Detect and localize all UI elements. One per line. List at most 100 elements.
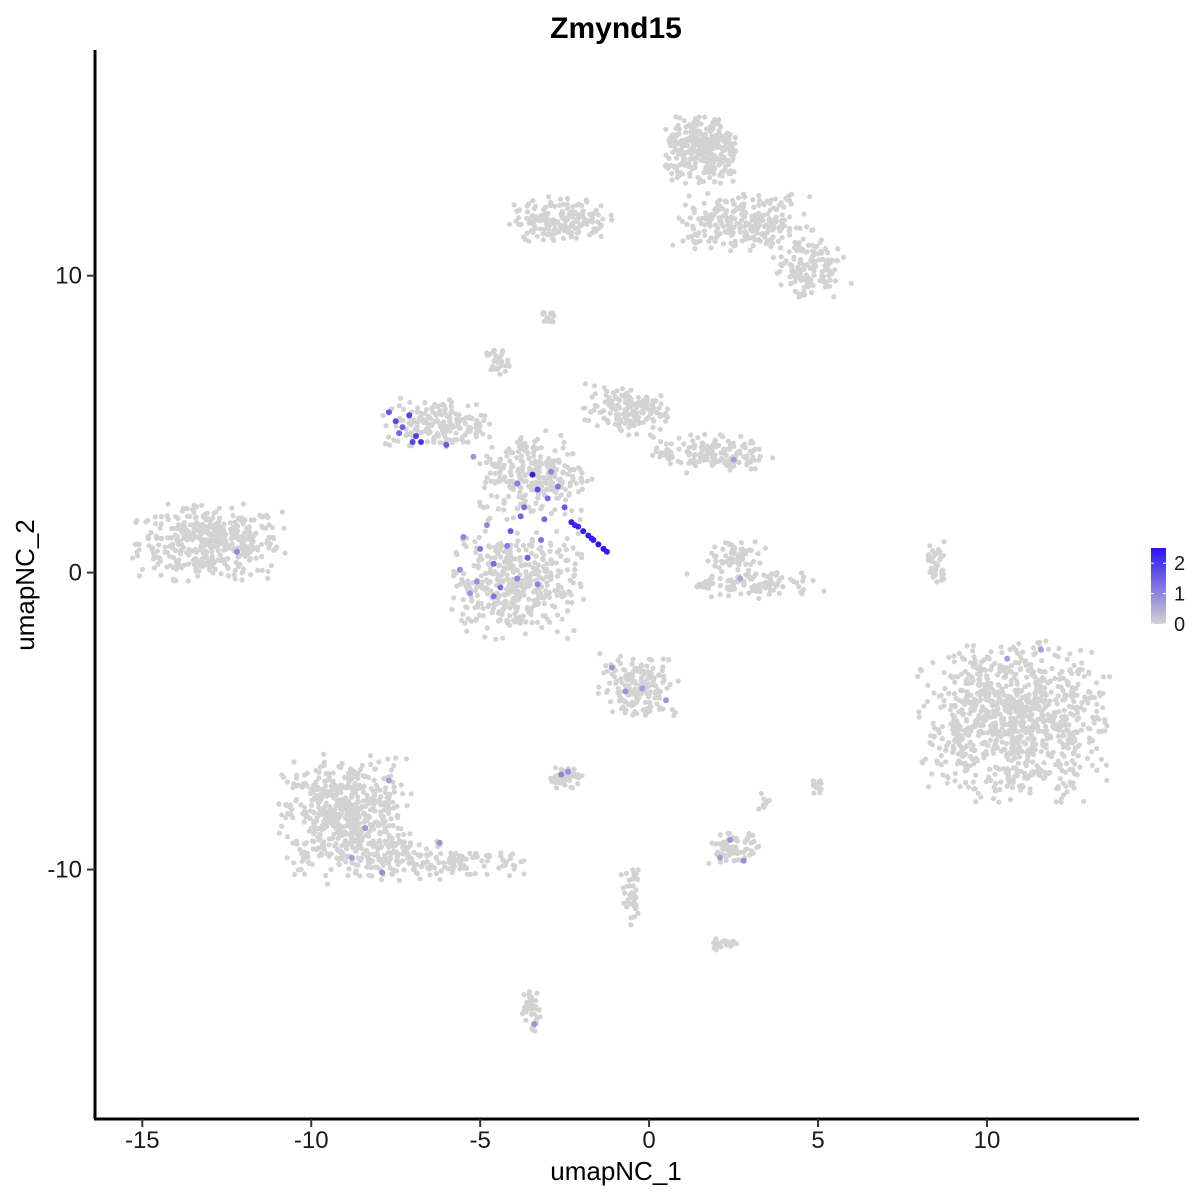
cell-point <box>696 458 703 465</box>
cell-point <box>370 805 376 811</box>
cell-point <box>622 710 628 716</box>
cell-point <box>552 507 558 513</box>
cell-point <box>986 766 993 772</box>
cell-point <box>541 600 548 607</box>
cell-point <box>1011 765 1017 771</box>
cell-point <box>971 786 977 792</box>
expressing-cell-point <box>538 537 544 543</box>
cell-point <box>811 250 817 256</box>
cell-point <box>787 274 793 280</box>
cell-point <box>488 478 494 484</box>
cell-point <box>730 581 736 587</box>
cell-point <box>962 701 968 708</box>
cell-point <box>316 837 322 843</box>
cell-point <box>633 887 639 893</box>
cell-point <box>521 1005 528 1011</box>
cell-point <box>709 454 716 460</box>
cell-point <box>797 260 803 266</box>
cell-point <box>350 803 356 809</box>
cell-point <box>529 486 535 492</box>
cell-point <box>705 580 711 587</box>
cell-point <box>500 635 506 641</box>
cell-point <box>158 521 164 527</box>
cell-point <box>676 446 682 452</box>
cell-point <box>325 776 332 783</box>
cell-point <box>1078 727 1085 733</box>
cell-point <box>969 747 975 753</box>
cell-point <box>1104 723 1110 729</box>
cell-point <box>145 536 151 542</box>
cell-point <box>564 567 571 573</box>
cell-point <box>393 423 399 429</box>
cell-point <box>515 538 521 544</box>
cell-point <box>1035 724 1041 730</box>
cell-point <box>714 199 720 206</box>
cell-point <box>810 577 816 584</box>
cell-point <box>394 858 400 864</box>
cell-point <box>690 145 697 151</box>
cell-point <box>690 223 696 229</box>
cell-point <box>1098 756 1105 762</box>
cell-point <box>570 204 576 210</box>
cell-point <box>667 681 673 688</box>
cell-point <box>967 711 973 717</box>
cell-point <box>962 768 968 774</box>
cell-point <box>447 428 453 434</box>
cell-point <box>702 167 709 173</box>
cell-point <box>724 217 731 224</box>
cell-point <box>524 230 530 236</box>
cell-point <box>476 534 482 541</box>
cell-point <box>352 780 358 787</box>
cell-point <box>251 532 257 538</box>
cell-point <box>1001 766 1007 772</box>
cell-point <box>391 789 397 795</box>
cell-point <box>668 441 675 447</box>
cell-point <box>956 709 962 715</box>
cell-point <box>1008 751 1014 757</box>
cell-point <box>678 170 684 176</box>
cell-point <box>595 690 602 697</box>
cell-point <box>560 470 566 476</box>
cell-point <box>217 515 223 521</box>
cell-point <box>810 778 817 784</box>
cell-point <box>319 811 325 818</box>
cell-point <box>327 804 333 810</box>
cell-point <box>386 849 392 856</box>
cell-point <box>833 258 839 264</box>
cell-point <box>498 853 504 859</box>
cell-point <box>308 802 315 808</box>
cell-point <box>680 238 686 244</box>
cell-point <box>713 558 719 564</box>
cell-point <box>998 644 1004 650</box>
cell-point <box>307 816 313 822</box>
cell-point <box>647 690 653 696</box>
cell-point <box>412 426 418 432</box>
cell-point <box>650 682 657 688</box>
cell-point <box>480 613 486 619</box>
cell-point <box>997 665 1003 672</box>
cell-point <box>636 420 642 427</box>
cell-point <box>577 517 583 523</box>
cell-point <box>508 553 514 560</box>
cell-point <box>400 845 406 851</box>
cell-point <box>191 522 197 528</box>
cell-point <box>506 583 512 590</box>
cell-point <box>656 706 663 712</box>
expressing-cell-point <box>456 566 463 573</box>
cell-point <box>689 139 696 145</box>
cell-point <box>427 862 433 868</box>
cell-point <box>570 545 576 551</box>
cell-point <box>482 634 488 640</box>
cell-point <box>450 424 456 430</box>
cell-point <box>809 290 815 296</box>
cell-point <box>810 282 816 289</box>
cell-point <box>225 556 231 562</box>
cell-point <box>602 399 608 405</box>
cell-point <box>560 235 567 241</box>
colorbar-ticks: 210 <box>1151 553 1185 636</box>
cell-point <box>972 758 978 764</box>
cell-point <box>752 237 758 243</box>
cell-point <box>533 529 540 536</box>
cell-point <box>938 753 944 759</box>
cell-point <box>360 834 366 840</box>
